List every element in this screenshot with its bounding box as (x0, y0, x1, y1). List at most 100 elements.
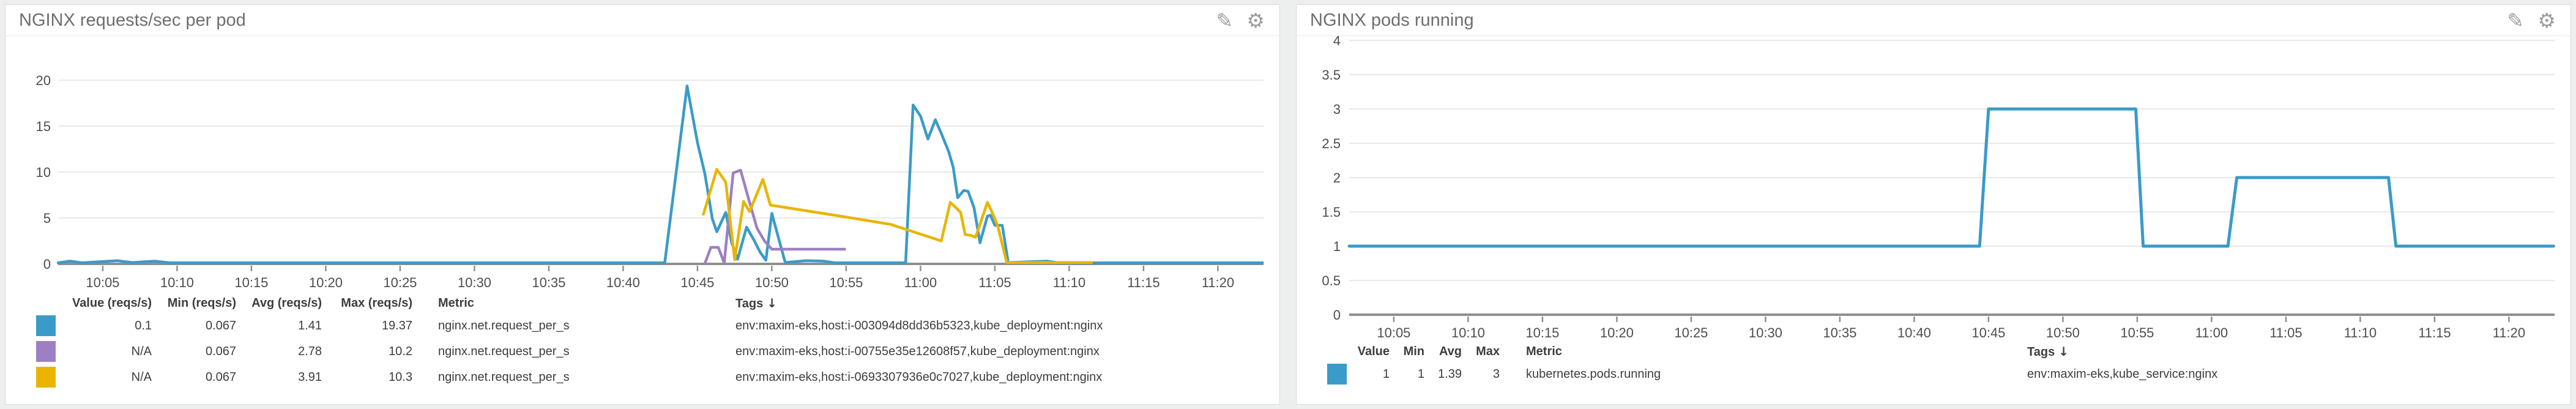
edit-pencil-icon[interactable]: ✎ (1216, 9, 1233, 32)
legend-cell-tags: env:maxim-eks,host:i-00755e35e12608f57,k… (735, 344, 1100, 358)
legend-header-max-reqs-s[interactable]: Max (reqs/s) (341, 296, 412, 310)
y-axis-label: 0.5 (1322, 273, 1341, 288)
x-axis-label: 10:20 (309, 275, 343, 290)
legend-header-avg[interactable]: Avg (1439, 344, 1462, 358)
x-axis-label: 11:15 (2418, 325, 2451, 340)
legend-row: N/A 0.067 2.78 10.2 nginx.net.request_per_s e… (24, 339, 1270, 364)
x-axis-label: 10:50 (2046, 325, 2080, 340)
widget-nginx-pods-running: NGINX pods running ✎ ⚙ 0 0.5 1 1.5 2 2.5 3 3.5 4… (1296, 4, 2571, 405)
y-axis-label: 0 (1333, 307, 1341, 323)
series-color-swatch[interactable] (36, 341, 56, 362)
legend-header-row: Value (reqs/s) Min (reqs/s) Avg (reqs/s) Ma… (24, 293, 1270, 313)
x-axis-label: 11:00 (2195, 325, 2228, 340)
legend-header-row: Value Min Avg Max Metric Tags ↓ (1315, 342, 2561, 361)
legend-cell-max: 10.2 (389, 344, 412, 358)
x-axis-label: 10:40 (606, 275, 640, 290)
edit-pencil-icon[interactable]: ✎ (2507, 9, 2524, 32)
legend-header-min-reqs-s[interactable]: Min (reqs/s) (167, 296, 236, 310)
x-axis-label: 10:25 (1674, 325, 1708, 340)
series-line-0[interactable] (1347, 107, 2555, 248)
x-axis-label: 10:40 (1897, 325, 1931, 340)
series-color-swatch[interactable] (36, 367, 56, 388)
x-axis-label: 10:30 (1749, 325, 1782, 340)
legend-header-min[interactable]: Min (1403, 344, 1424, 358)
legend-swatch-cell (24, 364, 61, 390)
legend-header-avg-reqs-s[interactable]: Avg (reqs/s) (251, 296, 322, 310)
y-axis-label: 5 (43, 211, 51, 226)
x-axis-label: 10:20 (1600, 325, 1634, 340)
x-axis-label: 11:20 (1202, 275, 1234, 290)
y-axis-label: 1 (1333, 239, 1341, 254)
x-axis-label: 10:15 (1525, 325, 1559, 340)
x-axis-label: 11:05 (978, 275, 1011, 290)
legend-cell-metric: nginx.net.request_per_s (438, 318, 570, 332)
timeseries-chart-pods[interactable]: 0 0.5 1 1.5 2 2.5 3 3.5 4 10:05 10:10 10:15 10:20 10:… (1297, 36, 2570, 345)
x-axis-label: 10:10 (160, 275, 194, 290)
legend-cell-max: 19.37 (381, 318, 412, 332)
legend-cell-min: 0.067 (205, 344, 236, 358)
y-axis-label: 20 (36, 73, 51, 88)
legend-swatch-column-header (24, 293, 61, 313)
x-axis-label: 10:05 (86, 275, 119, 290)
legend-table-pods: Value Min Avg Max Metric Tags ↓ 1 1 1.39 3 kubernet… (1315, 342, 2561, 387)
x-axis-label: 10:50 (755, 275, 789, 290)
x-axis-label: 10:15 (234, 275, 268, 290)
series-color-swatch[interactable] (36, 315, 56, 336)
x-axis-label: 10:35 (532, 275, 565, 290)
x-axis-label: 10:10 (1451, 325, 1485, 340)
legend-swatch-cell (24, 313, 61, 339)
y-axis-label: 2.5 (1322, 136, 1341, 151)
legend-header-tags[interactable]: Tags ↓ (2027, 342, 2561, 361)
y-axis-label: 4 (1333, 36, 1341, 48)
x-axis-label: 10:55 (2120, 325, 2154, 340)
legend-header-value-reqs-s[interactable]: Value (reqs/s) (72, 296, 152, 310)
legend-header-max[interactable]: Max (1476, 344, 1500, 358)
x-axis-label: 11:10 (1053, 275, 1085, 290)
legend-swatch-cell (1315, 361, 1352, 387)
legend-cell-avg: 1.41 (298, 318, 322, 332)
sort-descending-icon: ↓ (767, 295, 777, 310)
legend-header-metric[interactable]: Metric (438, 296, 474, 310)
x-axis-label: 10:55 (829, 275, 863, 290)
legend-cell-max: 10.3 (389, 370, 412, 384)
widget-title-bar: NGINX requests/sec per pod ✎ ⚙ (6, 5, 1279, 36)
y-axis-label: 3.5 (1322, 67, 1341, 83)
legend-cell-metric: kubernetes.pods.running (1526, 367, 1661, 381)
legend-table-requests: Value (reqs/s) Min (reqs/s) Avg (reqs/s) Ma… (24, 293, 1270, 390)
tags-header-label: Tags (2027, 345, 2055, 359)
widget-nginx-requests-per-pod: NGINX requests/sec per pod ✎ ⚙ 0 5 10 15 20 1… (5, 4, 1280, 405)
x-axis-label: 10:35 (1823, 325, 1856, 340)
legend-cell-tags: env:maxim-eks,kube_service:nginx (2027, 367, 2218, 381)
x-axis-label: 10:45 (1971, 325, 2005, 340)
settings-gear-icon[interactable]: ⚙ (1246, 9, 1265, 32)
x-axis-label: 11:20 (2493, 325, 2525, 340)
x-axis-label: 10:05 (1377, 325, 1410, 340)
y-axis-label: 3 (1333, 102, 1341, 117)
y-axis-label: 15 (36, 119, 51, 134)
legend-swatch-cell (24, 339, 61, 364)
series-line-0[interactable] (56, 84, 1264, 265)
legend-cell-value: 1 (1382, 367, 1390, 381)
timeseries-chart-requests[interactable]: 0 5 10 15 20 10:05 10:10 10:15 10:20 10:25 10:30 10… (6, 36, 1279, 293)
widget-title: NGINX pods running (1310, 10, 1474, 30)
series-line-1[interactable] (703, 168, 846, 265)
legend-cell-tags: env:maxim-eks,host:i-003094d8dd36b5323,k… (735, 318, 1103, 332)
legend-header-tags[interactable]: Tags ↓ (735, 293, 1270, 313)
legend-row: N/A 0.067 3.91 10.3 nginx.net.request_per_s e… (24, 364, 1270, 390)
x-axis-label: 10:25 (383, 275, 417, 290)
legend-cell-metric: nginx.net.request_per_s (438, 370, 570, 384)
y-axis-label: 2 (1333, 170, 1341, 186)
series-color-swatch[interactable] (1327, 364, 1347, 385)
widget-title: NGINX requests/sec per pod (19, 10, 246, 30)
legend-cell-avg: 3.91 (298, 370, 322, 384)
settings-gear-icon[interactable]: ⚙ (2537, 9, 2556, 32)
x-axis-label: 11:15 (1127, 275, 1160, 290)
legend-cell-avg: 1.39 (1438, 367, 1462, 381)
x-axis-label: 11:05 (2269, 325, 2302, 340)
legend-header-value[interactable]: Value (1357, 344, 1390, 358)
x-axis-label: 10:45 (680, 275, 714, 290)
legend-cell-min: 0.067 (205, 370, 236, 384)
legend-header-metric[interactable]: Metric (1526, 344, 1562, 358)
legend-cell-tags: env:maxim-eks,host:i-0693307936e0c7027,k… (735, 370, 1103, 384)
series-line-2[interactable] (702, 168, 1093, 265)
